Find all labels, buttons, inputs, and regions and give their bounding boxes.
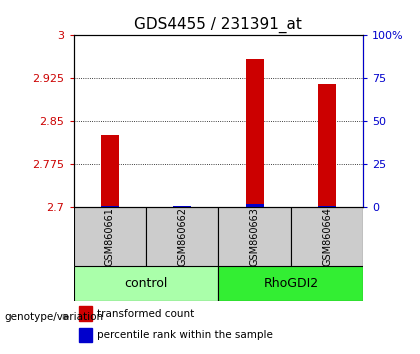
Text: genotype/variation: genotype/variation xyxy=(4,312,103,322)
Bar xyxy=(318,206,336,207)
Text: GSM860662: GSM860662 xyxy=(177,207,187,266)
Title: GDS4455 / 231391_at: GDS4455 / 231391_at xyxy=(134,16,302,33)
Bar xyxy=(173,206,191,207)
Bar xyxy=(79,328,92,342)
Text: GSM860663: GSM860663 xyxy=(249,207,260,266)
Bar xyxy=(146,207,218,266)
Bar xyxy=(79,306,92,321)
Bar xyxy=(291,207,363,266)
Bar xyxy=(246,59,264,207)
Bar xyxy=(101,206,119,207)
Bar xyxy=(101,135,119,207)
Text: GSM860664: GSM860664 xyxy=(322,207,332,266)
Bar xyxy=(173,206,191,207)
Bar xyxy=(246,204,264,207)
Text: control: control xyxy=(124,277,168,290)
Bar xyxy=(218,207,291,266)
Bar xyxy=(218,266,363,301)
Bar xyxy=(74,207,146,266)
Text: GSM860661: GSM860661 xyxy=(105,207,115,266)
Text: transformed count: transformed count xyxy=(97,309,194,319)
Text: percentile rank within the sample: percentile rank within the sample xyxy=(97,330,273,339)
Bar xyxy=(74,266,218,301)
Bar xyxy=(318,84,336,207)
Text: RhoGDI2: RhoGDI2 xyxy=(263,277,318,290)
